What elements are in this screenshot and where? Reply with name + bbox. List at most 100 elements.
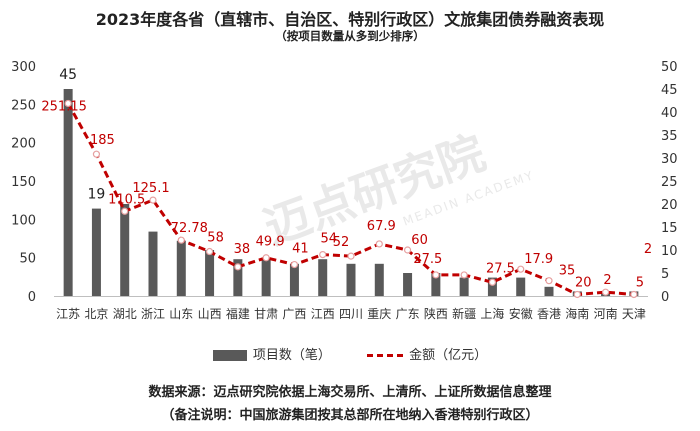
bar [233,259,243,296]
x-tick-label: 香港 [537,307,561,321]
bar [516,277,526,296]
y-right-tick-label: 0 [661,290,669,305]
amount-point [149,196,157,204]
legend-swatch-line [367,354,404,357]
bar [544,286,554,296]
bar-data-label: 45 [59,67,77,83]
bar [487,277,497,296]
amount-point [177,236,185,244]
legend-label-bars: 项目数（笔） [252,348,331,363]
line-data-label: 38 [234,242,251,257]
y-right-tick-label: 45 [661,83,678,98]
x-tick-label: 广西 [282,307,306,321]
amount-point [64,99,72,108]
legend-label-line: 金额（亿元） [409,348,488,363]
line-data-label: 17.9 [524,252,553,267]
amount-point [573,290,581,299]
x-tick-label: 江西 [311,307,335,321]
bar [403,273,413,296]
y-right-tick-label: 25 [661,175,678,190]
x-tick-label: 北京 [84,307,108,321]
amount-point [432,271,440,279]
line-data-label: 27.5 [486,261,515,276]
x-tick-label: 安徽 [509,306,533,321]
y-right-tick-label: 10 [661,244,678,259]
line-data-label: 54 [320,232,337,247]
x-tick-label: 河南 [594,306,618,321]
legend-swatch-bar [212,350,247,361]
amount-line [66,102,634,296]
bar-data-label: 19 [88,187,106,203]
line-data-label: 72.78 [171,221,208,236]
x-tick-label: 海南 [565,306,589,321]
bar [176,240,186,296]
y-right-tick-label: 15 [661,221,678,236]
line-data-label: 2 [644,242,652,257]
amount-point [601,288,610,296]
x-tick-label: 山东 [169,307,193,321]
x-tick-label: 新疆 [452,306,476,321]
line-data-label: 5 [636,275,644,290]
y-left-tick-label: 0 [28,290,36,305]
bar [63,89,73,296]
x-tick-label: 广东 [396,307,420,321]
amount-point [92,150,101,158]
y-right-tick-label: 40 [661,106,678,121]
y-left-tick-label: 150 [11,175,36,190]
legend-item-bars: 项目数（笔） [212,344,331,363]
y-left-tick-label: 200 [11,137,36,152]
bar [289,263,299,296]
y-right-tick-label: 50 [661,60,678,75]
amount-point [234,263,242,271]
legend-item-line: 金额（亿元） [367,344,487,363]
line-data-label: 35 [559,264,576,279]
bar [431,273,441,296]
x-tick-label: 湖北 [113,306,137,321]
y-left-tick-label: 300 [11,60,36,75]
y-left-tick-label: 250 [11,98,36,113]
line-data-label: 58 [207,231,224,246]
bar [346,263,356,296]
y-left-tick-label: 100 [11,213,36,228]
x-tick-label: 山西 [198,307,222,321]
x-tick-label: 陕西 [424,306,448,321]
chart-title: 2023年度各省（直辖市、自治区、特别行政区）文旅集团债券融资表现 [95,10,605,29]
amount-point [347,252,355,260]
line-data-label: 27.5 [413,252,442,267]
amount-point [205,247,214,256]
y-right-tick-label: 20 [661,198,678,213]
line-data-label: 110.5 [108,192,145,207]
bar [459,277,469,296]
amount-point [290,260,299,269]
bar [261,259,271,296]
amount-point [262,254,270,262]
line-data-label: 20 [575,275,592,290]
amount-point [488,278,497,286]
line-data-label: 251.15 [41,99,87,114]
amount-point [403,246,412,254]
bar [205,250,215,296]
line-data-label: 49.9 [256,235,285,250]
x-tick-label: 浙江 [141,307,165,321]
amount-point [375,240,383,248]
x-tick-label: 甘肃 [254,307,278,321]
line-data-label: 185 [90,133,115,148]
line-data-label: 52 [333,235,350,250]
y-right-tick-label: 5 [661,267,669,282]
bar [374,263,384,296]
line-data-label: 67.9 [367,219,396,234]
amount-point [517,265,525,273]
line-data-label: 125.1 [132,181,169,196]
x-tick-label: 福建 [226,306,250,321]
x-tick-label: 上海 [480,306,504,321]
chart-legend: 项目数（笔） 金额（亿元） [0,344,700,363]
amount-point [121,207,129,215]
watermark-text: 迈点研究院 [257,125,492,254]
bar [148,231,158,296]
x-tick-label: 四川 [339,307,363,321]
amount-point [460,271,468,279]
remark-note: （备注说明：中国旅游集团按其总部所在地纳入香港特别行政区） [161,408,539,423]
line-data-label: 60 [411,233,428,248]
amount-point [545,277,553,285]
